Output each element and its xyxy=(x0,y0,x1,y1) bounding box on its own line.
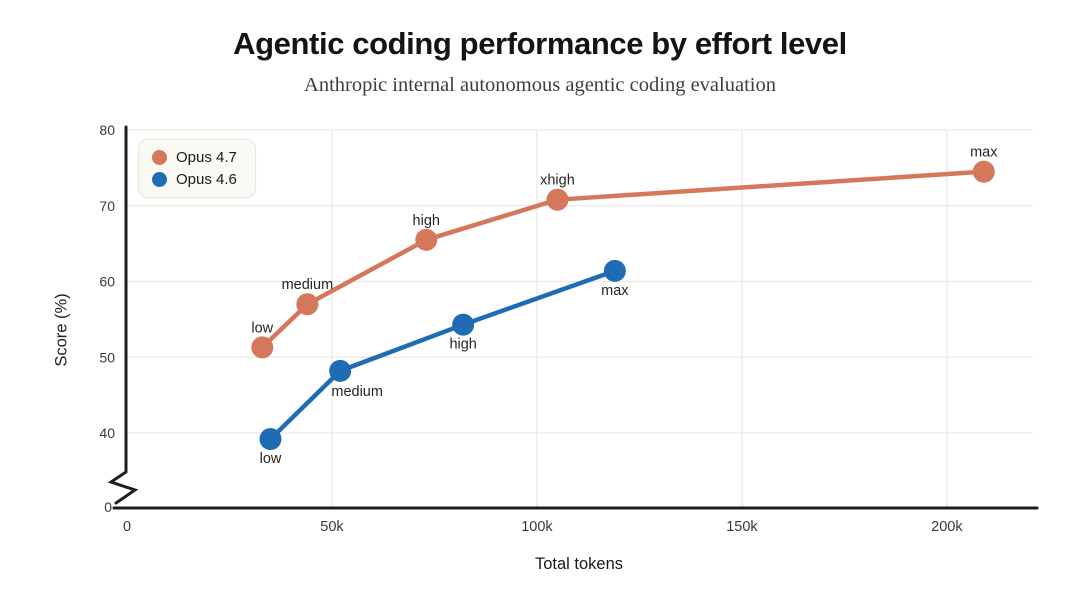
point-label-medium: medium xyxy=(282,277,334,293)
y-tick-label-zero: 0 xyxy=(104,499,112,515)
y-tick-label: 60 xyxy=(99,274,115,290)
legend-dot-opus-47-icon xyxy=(152,150,167,165)
x-axis-label: Total tokens xyxy=(534,555,624,573)
y-axis-label: Score (%) xyxy=(52,293,71,367)
x-tick-label: 100k xyxy=(521,519,553,535)
legend-item-opus-46: Opus 4.6 xyxy=(152,171,237,188)
series-line-opus-4-7 xyxy=(260,169,987,350)
y-tick-label: 70 xyxy=(99,198,115,214)
x-tick-label: 200k xyxy=(931,519,963,535)
data-point-high xyxy=(452,313,475,336)
chart-subtitle: Anthropic internal autonomous agentic co… xyxy=(304,74,776,96)
y-tick-label: 40 xyxy=(99,425,115,441)
data-point-medium xyxy=(296,293,319,316)
y-tick-label: 50 xyxy=(99,349,115,365)
series-line-opus-4-6 xyxy=(268,268,618,442)
x-tick-label: 0 xyxy=(123,519,131,535)
point-label-max: max xyxy=(970,145,998,161)
legend-item-opus-47: Opus 4.7 xyxy=(152,149,237,166)
point-label-medium: medium xyxy=(331,384,383,400)
legend-label-opus-47: Opus 4.7 xyxy=(176,149,237,166)
x-tick-label: 50k xyxy=(320,519,344,535)
legend: Opus 4.7 Opus 4.6 xyxy=(138,139,256,198)
point-label-high: high xyxy=(413,213,440,229)
point-label-low: low xyxy=(251,320,273,336)
data-point-max xyxy=(972,160,995,183)
point-label-xhigh: xhigh xyxy=(540,173,575,189)
chart-title: Agentic coding performance by effort lev… xyxy=(233,26,847,61)
point-label-max: max xyxy=(601,283,629,299)
point-label-high: high xyxy=(449,337,476,353)
data-point-high xyxy=(415,228,438,251)
data-point-low xyxy=(251,336,274,359)
y-tick-label: 80 xyxy=(99,122,115,138)
x-tick-label: 150k xyxy=(726,519,758,535)
data-point-low xyxy=(259,428,282,451)
point-label-low: low xyxy=(260,451,282,467)
data-point-medium xyxy=(329,359,352,382)
data-point-xhigh xyxy=(546,188,569,211)
y-axis-line-with-break-mark xyxy=(107,125,139,505)
legend-dot-opus-46-icon xyxy=(152,172,167,187)
data-point-max xyxy=(603,259,626,282)
legend-label-opus-46: Opus 4.6 xyxy=(176,171,237,188)
